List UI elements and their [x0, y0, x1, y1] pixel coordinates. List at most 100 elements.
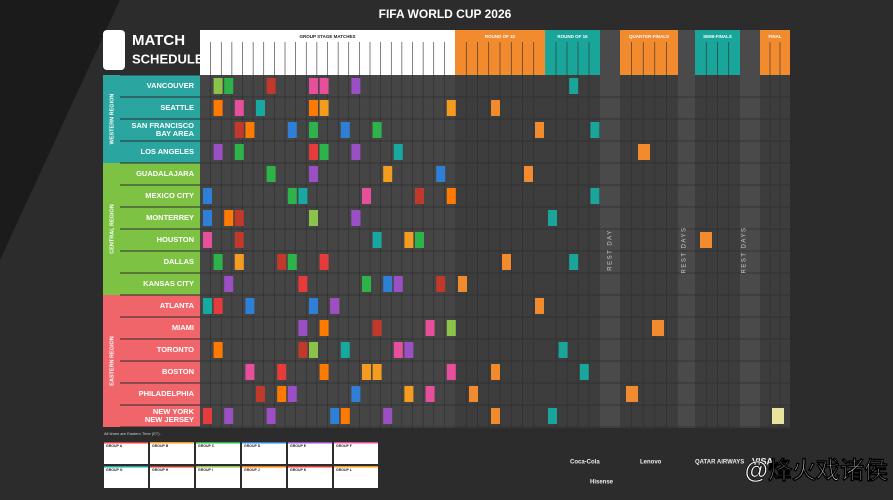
match-block [446, 100, 456, 116]
match-block [351, 144, 361, 160]
match-block [415, 188, 424, 204]
match-block [234, 254, 244, 270]
match-block [277, 386, 287, 402]
match-block [383, 408, 393, 424]
match-block [319, 254, 329, 270]
city-name: LOS ANGELES [141, 147, 194, 156]
stage-label: FINAL [768, 34, 781, 39]
match-block [234, 210, 244, 226]
group-label: GROUP J [244, 468, 260, 472]
match-block [351, 210, 361, 226]
match-block [362, 188, 371, 204]
stage-label: GROUP STAGE MATCHES [299, 34, 355, 39]
city-name: KANSAS CITY [143, 279, 194, 288]
match-block [224, 408, 234, 424]
match-block [569, 78, 579, 94]
city-name: MONTERREY [146, 213, 194, 222]
city-cell [120, 317, 200, 339]
group-table [242, 442, 286, 464]
group-label: GROUP D [244, 444, 261, 448]
match-block [298, 188, 308, 204]
match-block [372, 232, 382, 248]
match-block [548, 210, 557, 226]
group-bar [242, 442, 286, 444]
match-block [213, 342, 223, 358]
group-bar [196, 466, 240, 468]
match-block [362, 364, 371, 380]
city-cell [120, 141, 200, 163]
city-cell [120, 405, 200, 427]
region-band [103, 75, 120, 163]
region-label: EASTERN REGION [109, 336, 115, 386]
match-block [351, 386, 361, 402]
city-name: GUADALAJARA [136, 169, 195, 178]
corner-shade [0, 0, 120, 260]
logo-line: SCHEDULE [132, 51, 204, 66]
match-block [287, 122, 297, 138]
match-block [393, 144, 403, 160]
rest-day: REST DAYS [742, 227, 748, 274]
city-name: NEW JERSEY [145, 415, 194, 424]
match-block [203, 232, 212, 248]
city-name: DALLAS [164, 257, 194, 266]
match-block [213, 254, 223, 270]
city-cell [120, 339, 200, 361]
city-name: SAN FRANCISCO [131, 121, 194, 130]
group-bar [150, 466, 194, 468]
group-table [150, 442, 194, 464]
match-block [309, 78, 318, 94]
match-block [383, 276, 393, 292]
match-block [393, 276, 403, 292]
city-name: BOSTON [162, 367, 194, 376]
match-block [772, 408, 784, 424]
city-name: HOUSTON [157, 235, 194, 244]
match-block [626, 386, 638, 402]
group-table [150, 466, 194, 488]
match-block [446, 364, 456, 380]
match-block [298, 320, 308, 336]
group-table [104, 466, 148, 488]
city-cell [120, 229, 200, 251]
match-block [203, 188, 212, 204]
group-label: GROUP G [106, 468, 123, 472]
city-name: BAY AREA [156, 129, 195, 138]
group-label: GROUP E [290, 444, 307, 448]
match-block [203, 298, 212, 314]
match-block [491, 408, 500, 424]
group-bar [242, 466, 286, 468]
group-label: GROUP F [336, 444, 353, 448]
match-block [340, 408, 350, 424]
city-cell [120, 361, 200, 383]
match-block [234, 232, 244, 248]
sponsor: VISA [752, 456, 774, 466]
match-block [393, 342, 403, 358]
match-block [535, 122, 544, 138]
city-name: TORONTO [157, 345, 194, 354]
stage-header [545, 30, 600, 75]
city-cell [120, 97, 200, 119]
match-block [319, 100, 329, 116]
match-block [203, 408, 212, 424]
city-name: VANCOUVER [147, 81, 195, 90]
group-label: GROUP H [152, 468, 169, 472]
match-block [638, 144, 650, 160]
sponsor: Lenovo [640, 460, 662, 466]
stage-label: ROUND OF 16 [557, 34, 588, 39]
match-block [404, 342, 414, 358]
match-block [340, 122, 350, 138]
stage-header [620, 30, 678, 75]
match-block [458, 276, 467, 292]
group-label: GROUP B [152, 444, 169, 448]
match-block [436, 276, 446, 292]
match-block [319, 78, 329, 94]
match-block [309, 210, 318, 226]
match-block [351, 78, 361, 94]
watermark: @烽火戏诸侯 [745, 456, 888, 484]
match-block [502, 254, 511, 270]
city-name: PHILADELPHIA [139, 389, 195, 398]
match-block [277, 364, 287, 380]
match-block [287, 254, 297, 270]
match-block [372, 122, 382, 138]
group-bar [104, 466, 148, 468]
match-block [558, 342, 568, 358]
